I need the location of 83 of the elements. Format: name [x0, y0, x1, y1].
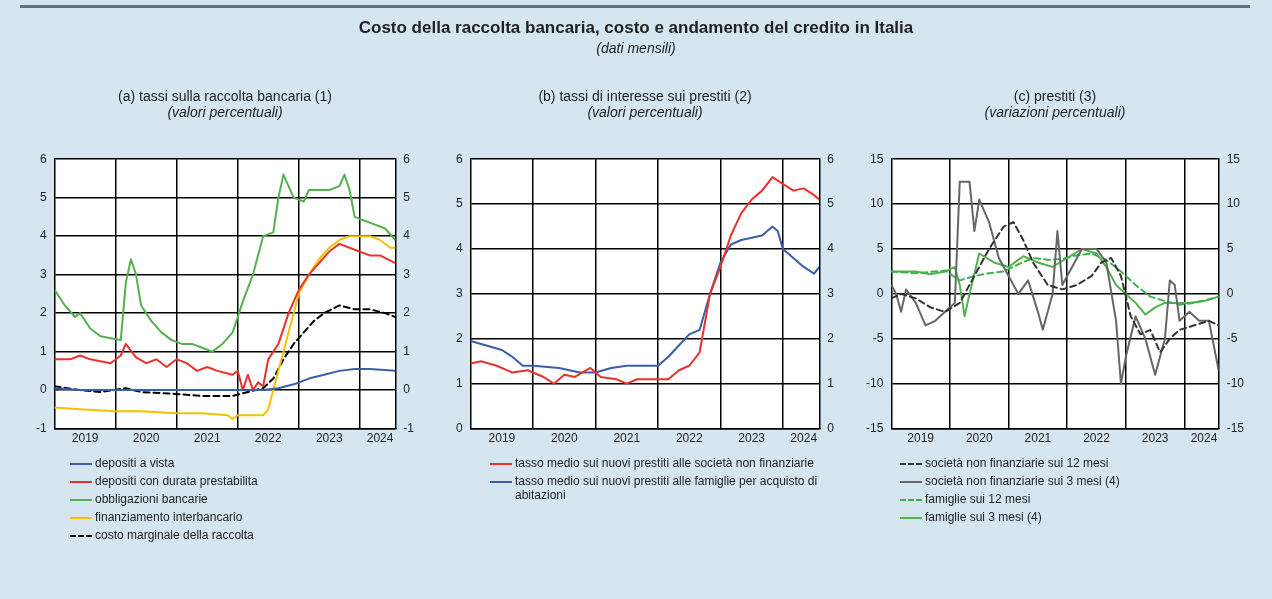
y2-tick-label: 10	[1226, 196, 1241, 211]
y2-tick-label: 6	[827, 151, 835, 166]
legend-label: depositi con durata prestabilita	[95, 474, 258, 488]
x-tick-label: 2021	[193, 431, 221, 446]
x-tick-label: 2023	[315, 431, 343, 446]
y2-tick-label: 15	[1226, 151, 1241, 166]
x-tick-label: 2019	[907, 431, 935, 446]
y-tick-label: -15	[866, 420, 884, 435]
y-tick-label: 15	[869, 151, 884, 166]
y2-tick-label: -1	[403, 420, 415, 435]
x-tick-label: 2021	[1024, 431, 1052, 446]
y2-tick-label: 5	[403, 190, 411, 204]
legend-label: costo marginale della raccolta	[95, 528, 254, 542]
y-tick-label: 0	[455, 420, 463, 435]
line-series	[891, 221, 1219, 354]
y2-tick-label: 2	[403, 305, 411, 320]
y-tick-label: 10	[869, 196, 884, 211]
y-tick-label: -1	[36, 420, 47, 435]
chart-subtitle: (variazioni percentuali)	[983, 104, 1127, 120]
legend-label: famiglie sui 3 mesi (4)	[925, 510, 1042, 524]
legend-label: obbligazioni bancarie	[95, 492, 208, 506]
y2-tick-label: -15	[1226, 420, 1245, 435]
y-tick-label: 2	[455, 331, 463, 346]
y2-tick-label: 2	[827, 331, 835, 346]
chart-subtitle: (valori percentuali)	[166, 104, 284, 120]
y2-tick-label: 3	[827, 286, 835, 301]
x-tick-label: 2020	[132, 431, 160, 446]
y2-tick-label: -10	[1226, 376, 1245, 391]
legend-label: tasso medio sui nuovi prestiti alle società non finanziarie	[515, 456, 814, 470]
x-tick-label: 2024	[790, 431, 818, 446]
y-tick-label: 5	[876, 241, 884, 256]
y-tick-label: 4	[39, 228, 47, 243]
y2-tick-label: 5	[827, 196, 835, 211]
legend-label: tasso medio sui nuovi prestiti alle famiglie per acquisto di abitazioni	[515, 474, 819, 502]
y2-tick-label: 1	[827, 376, 835, 391]
text: (dati mensili)	[595, 40, 677, 56]
chart-title: (b) tassi di interesse sui prestiti (2)	[537, 88, 753, 104]
y-tick-label: 1	[455, 376, 463, 391]
y-tick-label: 3	[39, 266, 47, 281]
y-tick-label: -5	[872, 331, 884, 346]
x-tick-label: 2019	[71, 431, 99, 446]
y2-tick-label: 4	[827, 241, 835, 256]
chart-title: (a) tassi sulla raccolta bancaria (1)	[117, 88, 333, 104]
y2-tick-label: 0	[403, 382, 411, 397]
y-tick-label: 0	[39, 382, 47, 397]
x-tick-label: 2024	[1190, 431, 1218, 446]
chart-title: (c) prestiti (3)	[1012, 88, 1098, 104]
x-tick-label: 2023	[1141, 431, 1169, 446]
y2-tick-label: 4	[403, 228, 411, 243]
chart-subtitle: (valori percentuali)	[586, 104, 704, 120]
y-tick-label: 2	[39, 305, 47, 320]
legend-label: depositi a vista	[95, 456, 175, 470]
y-tick-label: 3	[455, 286, 463, 301]
y-tick-label: 0	[876, 286, 884, 301]
x-tick-label: 2022	[1083, 431, 1111, 446]
y-tick-label: 1	[39, 343, 47, 358]
legend-label: società non finanziarie sui 12 mesi	[925, 456, 1109, 470]
y-tick-label: 5	[39, 190, 47, 204]
y-tick-label: 4	[455, 241, 463, 256]
legend-label: finanziamento interbancario	[95, 510, 243, 524]
line-series	[891, 252, 1219, 306]
y-tick-label: 6	[39, 151, 47, 166]
x-tick-label: 2020	[965, 431, 993, 446]
x-tick-label: 2022	[254, 431, 282, 446]
y2-tick-label: -5	[1226, 331, 1238, 346]
x-tick-label: 2023	[738, 431, 766, 446]
y-tick-label: 6	[455, 151, 463, 166]
x-tick-label: 2024	[366, 431, 394, 446]
x-tick-label: 2022	[675, 431, 703, 446]
x-tick-label: 2021	[613, 431, 641, 446]
x-tick-label: 2020	[550, 431, 579, 446]
y-tick-label: 5	[455, 196, 463, 211]
y2-tick-label: 3	[403, 266, 411, 281]
y-tick-label: -10	[866, 376, 884, 391]
legend-label: famiglie sui 12 mesi	[925, 492, 1031, 506]
y2-tick-label: 0	[1226, 286, 1234, 301]
y2-tick-label: 0	[827, 420, 835, 435]
y2-tick-label: 1	[403, 343, 411, 358]
y2-tick-label: 6	[403, 151, 411, 166]
x-tick-label: 2019	[488, 431, 516, 446]
legend-label: società non finanziarie sui 3 mesi (4)	[925, 474, 1120, 488]
y2-tick-label: 5	[1226, 241, 1234, 256]
text: Costo della raccolta bancaria, costo e andamento del credito in Italia	[357, 18, 915, 38]
